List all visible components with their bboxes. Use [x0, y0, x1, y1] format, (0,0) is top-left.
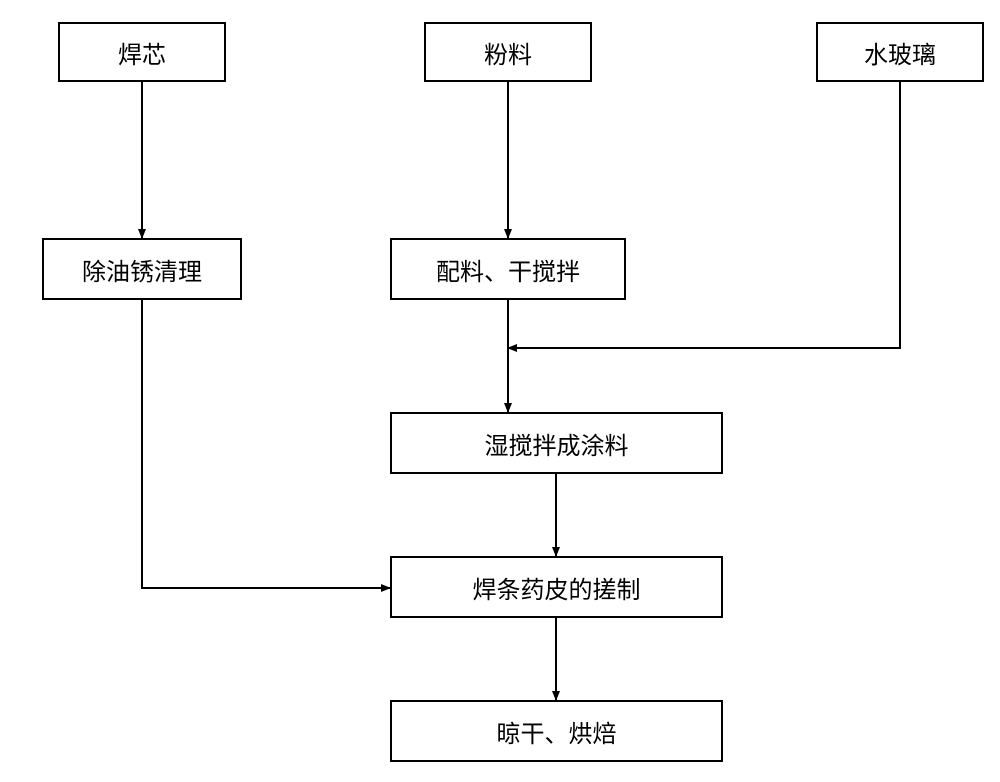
flowchart-canvas: 焊芯 粉料 水玻璃 除油锈清理 配料、干搅拌 湿搅拌成涂料 焊条药皮的搓制 晾干… [0, 0, 1000, 782]
node-water-glass: 水玻璃 [816, 22, 984, 82]
node-wetmix: 湿搅拌成涂料 [390, 412, 723, 474]
node-drymix: 配料、干搅拌 [390, 238, 626, 300]
node-core: 焊芯 [58, 22, 226, 82]
edge-clean-to-rollcoat [142, 300, 390, 588]
node-powder: 粉料 [424, 22, 592, 82]
node-rollcoat: 焊条药皮的搓制 [390, 556, 723, 618]
edge-glass-to-wetmix_join [508, 82, 900, 348]
node-drybake: 晾干、烘焙 [390, 700, 723, 762]
node-clean: 除油锈清理 [42, 238, 242, 300]
edges-layer [0, 0, 1000, 782]
